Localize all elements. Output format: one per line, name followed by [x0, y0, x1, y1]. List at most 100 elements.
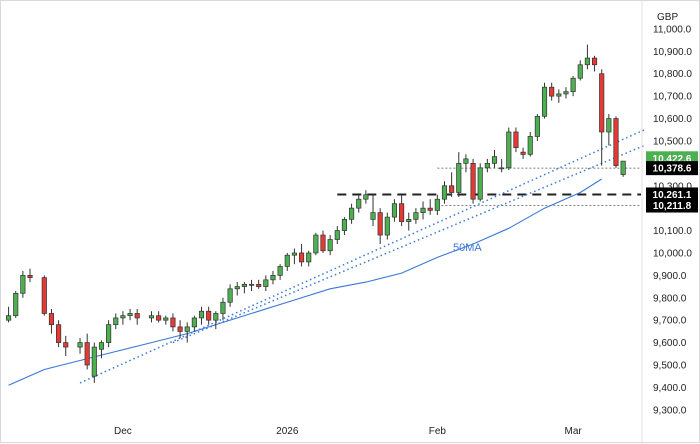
y-tick-label: 9,600.0 [653, 338, 687, 349]
price-badge [646, 198, 698, 213]
x-tick-label: Mar [564, 426, 582, 437]
candle-body [413, 212, 419, 220]
candle-body [313, 234, 319, 254]
candle-body [163, 317, 169, 321]
candle-body [363, 194, 369, 200]
candle-body [327, 239, 333, 252]
candle-body [470, 162, 476, 200]
candle-body [77, 342, 83, 348]
currency-label: GBP [657, 12, 678, 23]
price-badge-label: 10,378.6 [653, 164, 692, 175]
candle-body [156, 315, 162, 321]
candle-body [434, 198, 440, 211]
x-tick-label: Dec [114, 426, 132, 437]
y-tick-label: 9,400.0 [653, 383, 687, 394]
candle-body [134, 313, 140, 319]
candle-body [391, 203, 398, 218]
candle-body [113, 317, 119, 326]
candle-body [320, 234, 326, 252]
price-badges: 10,422.610,378.6 10,261.110,211.8 [646, 151, 698, 213]
candle-body [277, 266, 283, 276]
candle-body [91, 346, 97, 377]
price-badge [646, 187, 698, 202]
y-tick-label: 9,300.0 [653, 405, 687, 416]
candle-body [549, 86, 555, 97]
candle-body [370, 212, 376, 220]
y-tick-label: 10,700.0 [653, 92, 692, 103]
y-tick-label: 10,800.0 [653, 69, 692, 80]
candle-body [341, 219, 348, 231]
y-tick-label: 9,500.0 [653, 360, 687, 371]
y-tick-label: 10,600.0 [653, 114, 692, 125]
lines-layer [8, 129, 645, 386]
price-badge [646, 161, 698, 176]
candle-body [584, 57, 590, 66]
price-badge-label: 10,211.8 [653, 201, 692, 212]
candle-body [256, 283, 262, 287]
price-badge-label: 10,422.6 [653, 154, 692, 165]
candle-body [449, 185, 455, 193]
candle-body [306, 252, 312, 263]
trendline [172, 144, 645, 344]
candle-body [41, 277, 47, 314]
y-tick-label: 11,000.0 [653, 24, 692, 35]
candle-body [606, 118, 612, 133]
candle-body [513, 131, 519, 149]
candle-body [556, 93, 562, 97]
trendline [79, 129, 645, 384]
candle-body [6, 315, 12, 321]
candle-body [227, 288, 233, 303]
candle-body [27, 275, 33, 278]
candle-body [356, 198, 362, 209]
candle-body [349, 207, 355, 220]
candle-body [541, 86, 548, 117]
candle-body [384, 216, 390, 236]
candle-body [484, 162, 490, 169]
y-tick-label: 9,700.0 [653, 316, 687, 327]
y-tick-label: 10,300.0 [653, 181, 692, 192]
candle-body [198, 310, 205, 319]
time-axis: Dec 2026 Feb Mar [114, 426, 582, 437]
candle-body [399, 203, 405, 222]
candle-body [284, 254, 290, 267]
y-tick-label: 10,100.0 [653, 226, 692, 237]
candle-body [177, 326, 183, 332]
price-axis: 9,300.0 9,400.0 9,500.0 9,600.0 9,700.0 9,800… [641, 1, 692, 444]
candle-body [263, 279, 269, 287]
candle-body [291, 252, 297, 256]
candle-body [377, 212, 383, 236]
candle-body [456, 162, 462, 193]
candle-body [620, 160, 626, 175]
candle-body [441, 185, 448, 200]
candle-body [506, 131, 512, 169]
candle-body [406, 219, 412, 222]
x-tick-label: 2026 [276, 426, 299, 437]
y-tick-label: 10,900.0 [653, 47, 692, 58]
candle-body [577, 64, 583, 79]
candle-body [520, 151, 526, 155]
candles-layer [6, 44, 626, 383]
candle-body [98, 342, 105, 350]
candle-body [63, 342, 69, 348]
candle-body [613, 118, 619, 166]
candle-body [420, 207, 426, 213]
y-tick-label: 9,800.0 [653, 293, 687, 304]
ma-label: 50MA [453, 242, 482, 254]
candle-body [234, 286, 240, 290]
candle-body [206, 310, 212, 321]
candle-body [427, 207, 433, 211]
ma-line [8, 178, 602, 386]
candle-body [106, 324, 112, 343]
candle-body [563, 91, 569, 95]
candle-body [599, 73, 605, 133]
candle-body [527, 136, 533, 155]
candle-body [84, 342, 90, 366]
y-tick-label: 10,000.0 [653, 248, 692, 259]
candle-body [170, 317, 176, 328]
candle-body [491, 156, 498, 164]
candle-body [270, 275, 276, 281]
price-badge-label: 10,261.1 [653, 190, 692, 201]
candle-body [248, 283, 255, 286]
